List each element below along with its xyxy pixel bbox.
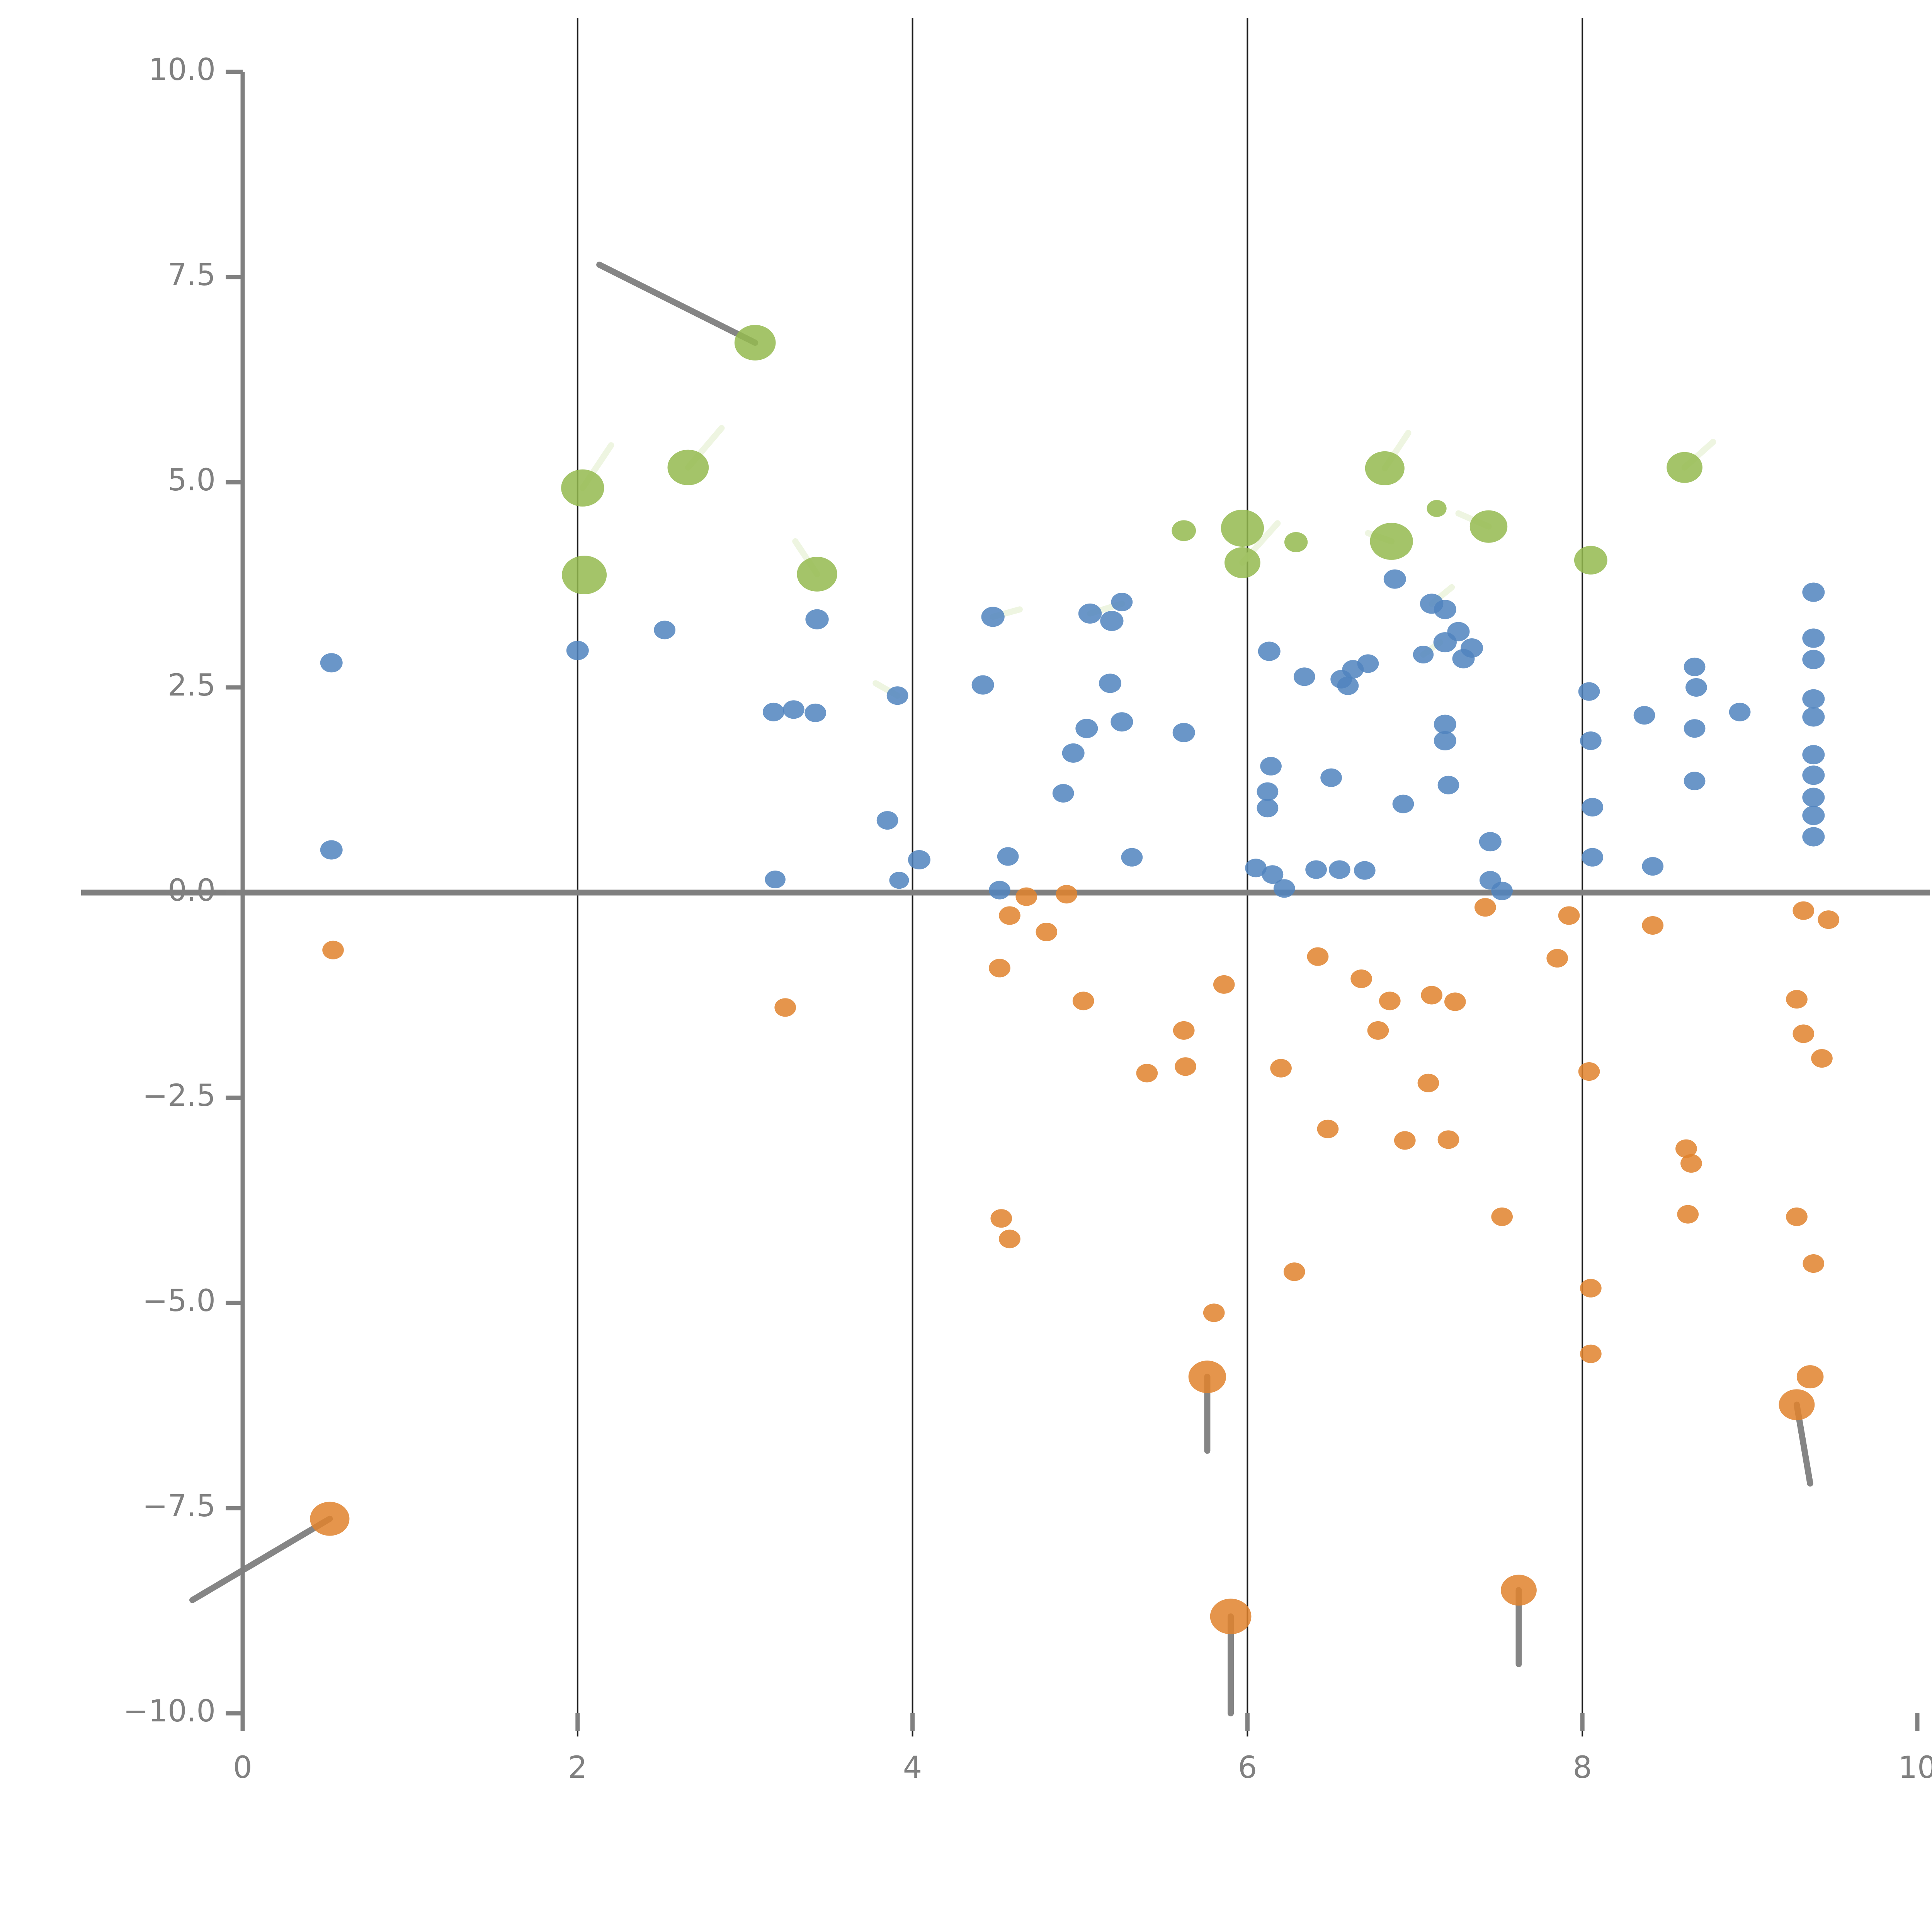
y-tick-label: −5.0 [142, 1284, 216, 1318]
scatter-markers [310, 325, 1840, 1634]
gridlines [577, 18, 1583, 1736]
y-tick-label: −10.0 [123, 1694, 216, 1729]
x-tick-label: 0 [233, 1750, 252, 1785]
y-tick-label: 7.5 [167, 258, 216, 293]
y-tick-label: −2.5 [142, 1078, 216, 1113]
y-tick-label: 0.0 [167, 873, 216, 908]
error-bar-lines [189, 262, 1813, 1716]
y-tick-label: 10.0 [148, 53, 216, 87]
y-tick-label: 5.0 [167, 463, 216, 498]
axis-tick-marks [226, 70, 1920, 1731]
y-tick-label: 2.5 [167, 668, 216, 703]
x-tick-label: 4 [903, 1750, 922, 1785]
x-tick-label: 10 [1898, 1750, 1932, 1785]
x-tick-label: 6 [1238, 1750, 1257, 1785]
y-tick-label: −7.5 [142, 1489, 216, 1524]
x-tick-label: 2 [568, 1750, 587, 1785]
x-tick-label: 8 [1573, 1750, 1592, 1785]
